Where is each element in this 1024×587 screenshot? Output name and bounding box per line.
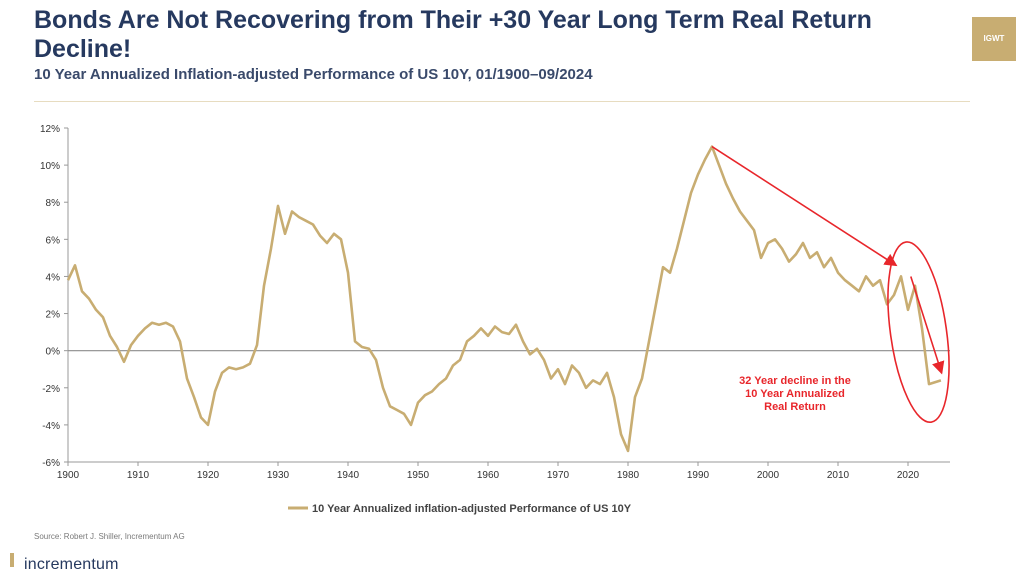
annotation-text-line: 10 Year Annualized (745, 388, 845, 400)
annotation-text-line: Real Return (764, 401, 826, 413)
x-tick-label: 1950 (407, 470, 430, 481)
x-tick-label: 1970 (547, 470, 570, 481)
y-tick-label: 6% (46, 235, 61, 246)
x-tick-label: 2000 (757, 470, 780, 481)
annotation-ellipse (887, 241, 950, 424)
y-tick-label: 12% (40, 124, 60, 135)
y-axis: -6% -4% -2% 0% 2% 4% 6% 8% 10% 12% (40, 124, 69, 469)
annotations: 32 Year decline in the 10 Year Annualized… (711, 145, 950, 424)
x-tick-label: 1900 (57, 470, 80, 481)
legend: 10 Year Annualized inflation-adjusted Pe… (288, 503, 632, 515)
annotation-arrow (711, 145, 898, 267)
legend-label: 10 Year Annualized inflation-adjusted Pe… (312, 503, 632, 515)
x-tick-label: 1930 (267, 470, 290, 481)
x-axis: 1900 1910 1920 1930 1940 1950 1960 1970 1980 1990… (57, 461, 950, 481)
y-tick-label: -2% (42, 384, 60, 395)
line-chart: -6%-4%-2%0%2%4%6%8%10%12% 1900 1910 1920 19… (40, 124, 950, 515)
x-tick-label: 1940 (337, 470, 360, 481)
x-tick-label: 1920 (197, 470, 220, 481)
annotation-text: 32 Year decline in the 10 Year Annualized… (739, 375, 851, 413)
x-tick-label: 2010 (827, 470, 850, 481)
publisher-logo: IGWT (972, 17, 1016, 61)
y-tick-label: 8% (46, 198, 61, 209)
y-tick-label: 10% (40, 161, 60, 172)
annotation-text-line: 32 Year decline in the (739, 375, 851, 387)
x-tick-label: 1910 (127, 470, 150, 481)
brand-mark-icon (10, 553, 14, 567)
series-line (66, 145, 942, 453)
annotation-arrow (910, 276, 945, 375)
y-tick-label: 0% (46, 347, 61, 358)
x-tick-label: 1960 (477, 470, 500, 481)
y-tick-label: -4% (42, 421, 60, 432)
chart-subtitle: 10 Year Annualized Inflation-adjusted Pe… (34, 66, 593, 83)
x-tick-label: 1990 (687, 470, 710, 481)
x-tick-label: 1980 (617, 470, 640, 481)
chart-title: Bonds Are Not Recovering from Their +30 … (34, 6, 872, 63)
x-tick-label: 2020 (897, 470, 920, 481)
y-tick-label: 2% (46, 310, 61, 321)
source-note: Source: Robert J. Shiller, Incrementum A… (34, 532, 185, 541)
y-tick-label: -6% (42, 458, 60, 469)
title-divider (34, 101, 970, 102)
y-tick-label: 4% (46, 272, 61, 283)
brand-logo: incrementum (24, 556, 119, 573)
